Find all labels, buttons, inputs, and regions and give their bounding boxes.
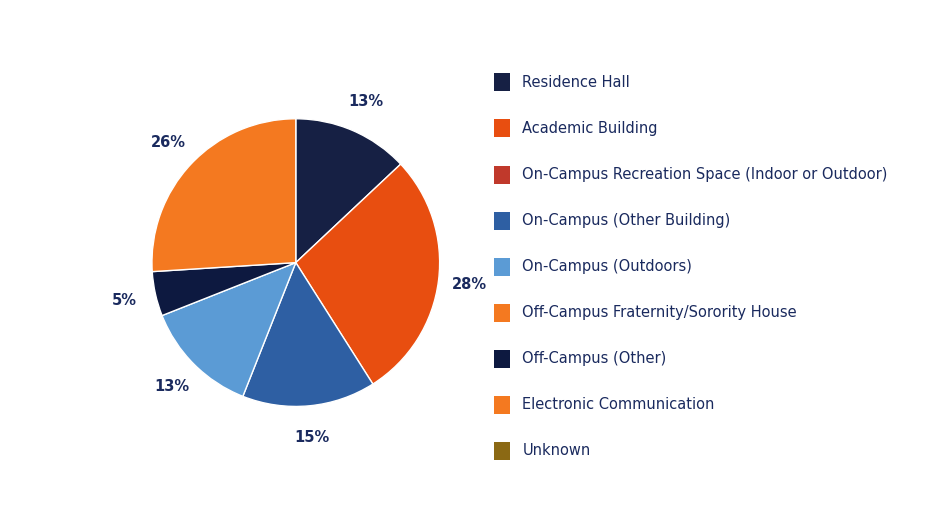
Text: 28%: 28% [451, 277, 487, 292]
Text: Unknown: Unknown [522, 443, 590, 458]
FancyBboxPatch shape [493, 349, 509, 368]
Text: Academic Building: Academic Building [522, 121, 657, 136]
Wedge shape [296, 164, 439, 384]
Text: 5%: 5% [112, 293, 137, 308]
Wedge shape [152, 119, 296, 271]
Text: Residence Hall: Residence Hall [522, 75, 629, 90]
Text: Off-Campus (Other): Off-Campus (Other) [522, 351, 666, 366]
FancyBboxPatch shape [493, 73, 509, 92]
Text: On-Campus Recreation Space (Indoor or Outdoor): On-Campus Recreation Space (Indoor or Ou… [522, 167, 887, 182]
Text: 15%: 15% [295, 430, 330, 445]
FancyBboxPatch shape [493, 257, 509, 276]
Text: 13%: 13% [154, 379, 189, 394]
Text: Off-Campus Fraternity/Sorority House: Off-Campus Fraternity/Sorority House [522, 305, 796, 320]
Text: 13%: 13% [348, 94, 383, 109]
Wedge shape [162, 263, 296, 396]
Wedge shape [243, 263, 373, 407]
Text: Electronic Communication: Electronic Communication [522, 397, 714, 412]
Wedge shape [152, 263, 296, 316]
FancyBboxPatch shape [493, 212, 509, 229]
FancyBboxPatch shape [493, 442, 509, 460]
FancyBboxPatch shape [493, 396, 509, 414]
Text: On-Campus (Outdoors): On-Campus (Outdoors) [522, 259, 692, 274]
FancyBboxPatch shape [493, 304, 509, 322]
FancyBboxPatch shape [493, 120, 509, 137]
Wedge shape [296, 119, 400, 263]
FancyBboxPatch shape [493, 165, 509, 184]
Text: On-Campus (Other Building): On-Campus (Other Building) [522, 213, 730, 228]
Text: 26%: 26% [150, 135, 185, 150]
